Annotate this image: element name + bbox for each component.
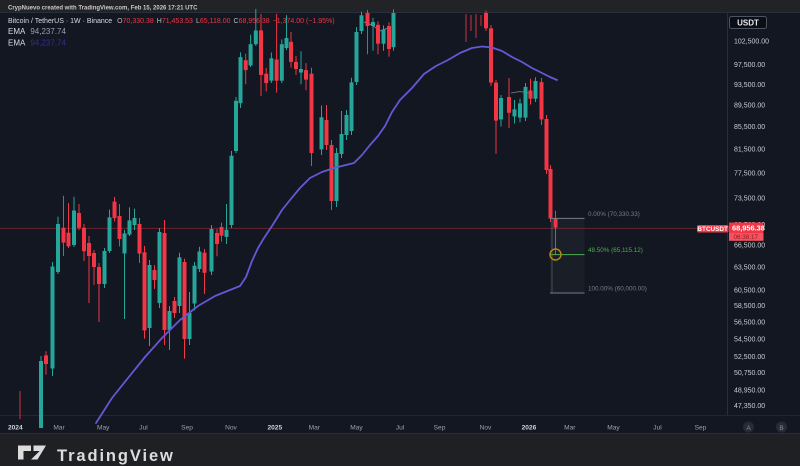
svg-text:Mar: Mar <box>564 425 576 432</box>
svg-text:Jul: Jul <box>653 425 662 432</box>
svg-text:85,500.00: 85,500.00 <box>734 124 765 131</box>
svg-text:48,950.00: 48,950.00 <box>734 387 765 394</box>
svg-text:50,750.00: 50,750.00 <box>734 370 765 377</box>
svg-text:77,500.00: 77,500.00 <box>734 170 765 177</box>
svg-text:93,500.00: 93,500.00 <box>734 82 765 89</box>
svg-text:48.50% (65,115.12): 48.50% (65,115.12) <box>588 247 643 254</box>
svg-text:B: B <box>779 425 783 432</box>
svg-text:Mar: Mar <box>53 425 65 432</box>
svg-text:81,500.00: 81,500.00 <box>734 147 765 154</box>
svg-text:66,500.00: 66,500.00 <box>734 243 765 250</box>
svg-text:73,500.00: 73,500.00 <box>734 195 765 202</box>
svg-text:52,500.00: 52,500.00 <box>734 354 765 361</box>
svg-text:47,350.00: 47,350.00 <box>734 403 765 410</box>
svg-text:BTCUSDT: BTCUSDT <box>697 226 728 233</box>
svg-text:Sep: Sep <box>695 425 707 432</box>
svg-text:68,956.38: 68,956.38 <box>732 224 765 233</box>
svg-text:2025: 2025 <box>267 425 282 432</box>
svg-text:60,500.00: 60,500.00 <box>734 287 765 294</box>
svg-text:Nov: Nov <box>480 425 492 432</box>
svg-text:0.00% (70,330.33): 0.00% (70,330.33) <box>588 211 640 218</box>
svg-text:97,500.00: 97,500.00 <box>734 62 765 69</box>
svg-text:TradingView: TradingView <box>57 447 175 465</box>
svg-text:Sep: Sep <box>434 425 446 432</box>
svg-text:USDT: USDT <box>737 19 759 28</box>
svg-text:Sep: Sep <box>181 425 193 432</box>
svg-text:Jul: Jul <box>139 425 148 432</box>
svg-text:2026: 2026 <box>522 425 537 432</box>
svg-text:54,500.00: 54,500.00 <box>734 337 765 344</box>
svg-text:06:38:17: 06:38:17 <box>734 234 759 241</box>
svg-text:100.00% (60,000.00): 100.00% (60,000.00) <box>588 285 647 292</box>
svg-text:2024: 2024 <box>8 425 23 432</box>
svg-text:May: May <box>607 425 620 432</box>
svg-text:Jul: Jul <box>396 425 405 432</box>
svg-text:102,500.00: 102,500.00 <box>734 39 769 46</box>
svg-text:May: May <box>350 425 363 432</box>
svg-text:Mar: Mar <box>309 425 321 432</box>
svg-text:May: May <box>97 425 110 432</box>
svg-text:CrypNuevo created with Trading: CrypNuevo created with TradingView.com, … <box>8 6 198 12</box>
svg-text:63,500.00: 63,500.00 <box>734 265 765 272</box>
svg-text:56,500.00: 56,500.00 <box>734 320 765 327</box>
svg-text:58,500.00: 58,500.00 <box>734 303 765 310</box>
svg-text:Nov: Nov <box>225 425 237 432</box>
svg-text:A: A <box>746 425 751 432</box>
svg-text:89,500.00: 89,500.00 <box>734 103 765 110</box>
svg-text:Bitcoin / TetherUS · 1W · Bina: Bitcoin / TetherUS · 1W · Binance O70,330… <box>8 18 335 25</box>
